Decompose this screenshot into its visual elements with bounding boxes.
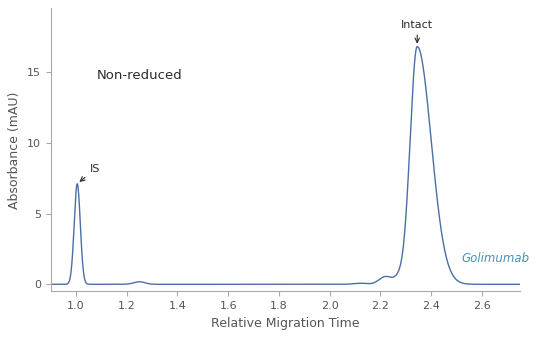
Y-axis label: Absorbance (mAU): Absorbance (mAU)	[8, 91, 21, 209]
X-axis label: Relative Migration Time: Relative Migration Time	[211, 317, 360, 330]
Text: Golimumab: Golimumab	[462, 252, 530, 265]
Text: Non-reduced: Non-reduced	[96, 69, 182, 82]
Text: IS: IS	[81, 164, 100, 181]
Text: Intact: Intact	[401, 20, 433, 43]
